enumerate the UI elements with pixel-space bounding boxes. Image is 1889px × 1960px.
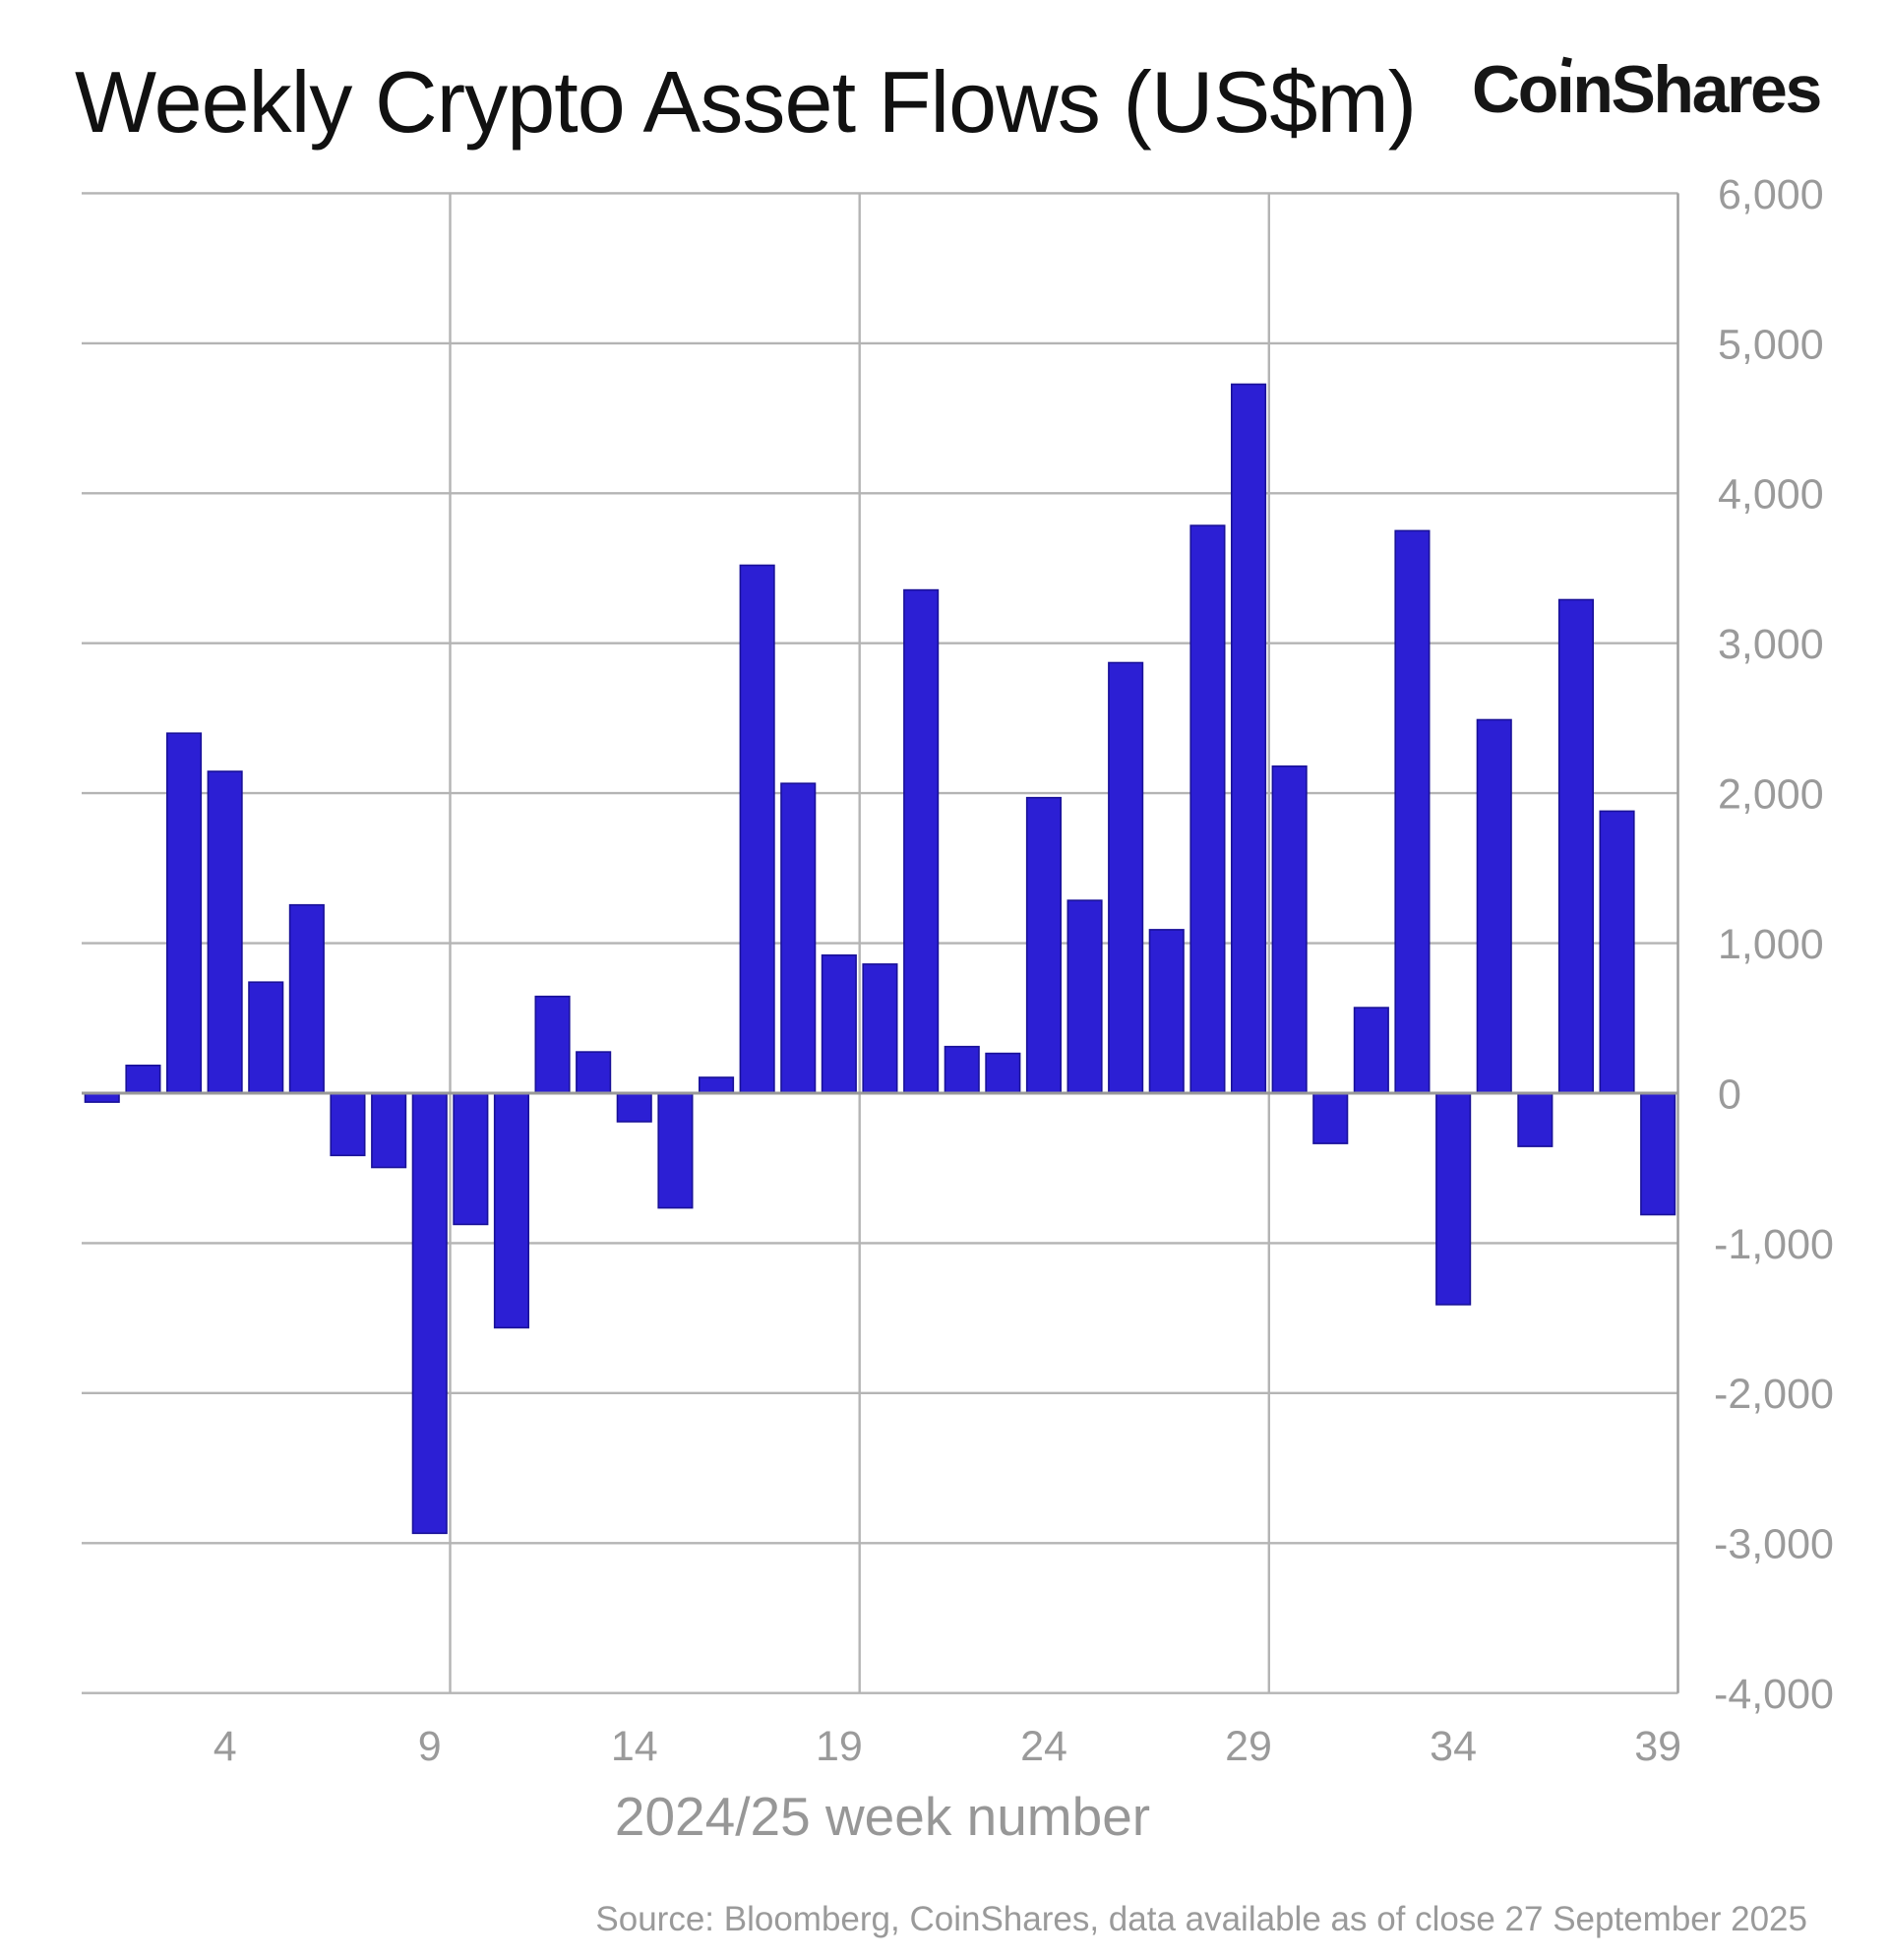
svg-text:6,000: 6,000 [1718, 171, 1824, 218]
svg-text:5,000: 5,000 [1718, 321, 1824, 368]
svg-text:34: 34 [1430, 1723, 1477, 1770]
svg-text:CoınShares: CoınShares [1472, 52, 1820, 127]
svg-text:-4,000: -4,000 [1714, 1671, 1834, 1718]
svg-text:1,000: 1,000 [1718, 921, 1824, 968]
svg-text:24: 24 [1020, 1723, 1067, 1770]
svg-text:39: 39 [1634, 1723, 1681, 1770]
svg-text:9: 9 [418, 1723, 442, 1770]
svg-text:0: 0 [1718, 1071, 1741, 1118]
svg-text:14: 14 [611, 1723, 658, 1770]
svg-text:4,000: 4,000 [1718, 471, 1824, 519]
svg-text:Source: Bloomberg, CoinShares,: Source: Bloomberg, CoinShares, data avai… [595, 1900, 1807, 1938]
svg-text:-2,000: -2,000 [1714, 1371, 1834, 1418]
svg-text:29: 29 [1225, 1723, 1272, 1770]
svg-text:3,000: 3,000 [1718, 621, 1824, 668]
svg-text:Weekly Crypto Asset Flows (US$: Weekly Crypto Asset Flows (US$m) [75, 53, 1416, 151]
svg-text:-3,000: -3,000 [1714, 1521, 1834, 1568]
svg-text:4: 4 [213, 1723, 237, 1770]
svg-text:2024/25 week number: 2024/25 week number [615, 1786, 1150, 1847]
svg-text:2,000: 2,000 [1718, 771, 1824, 819]
svg-text:19: 19 [816, 1723, 863, 1770]
svg-text:-1,000: -1,000 [1714, 1221, 1834, 1268]
